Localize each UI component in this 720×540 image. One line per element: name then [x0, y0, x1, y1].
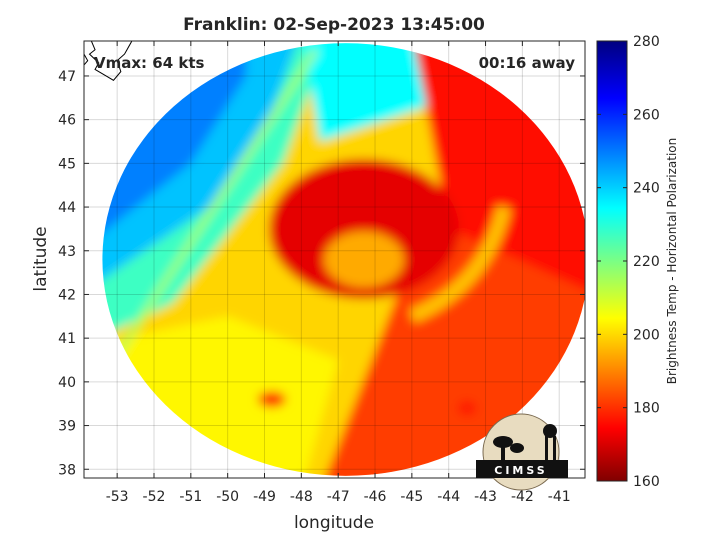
- spiral-band: [409, 205, 511, 323]
- axes-box: [83, 40, 586, 479]
- cold-core: [268, 158, 459, 299]
- x-tick-label: -52: [143, 489, 166, 505]
- x-tick-label: -48: [290, 489, 313, 505]
- vmax-annotation: Vmax: 64 kts: [94, 54, 204, 72]
- x-ticks: -53 -52 -51 -50 -49 -48 -47 -46 -45 -44 -43 -42 -41: [106, 41, 571, 505]
- coastline: [84, 41, 133, 81]
- colorbar-tick-label: 200: [633, 327, 660, 343]
- colorbar-ticks: 160 180 200 220 240 260 280: [597, 34, 660, 490]
- colorbar-tick-label: 280: [633, 34, 660, 50]
- x-tick-label: -50: [216, 489, 239, 505]
- y-tick-label: 47: [58, 69, 76, 85]
- region-north-warm: [301, 43, 427, 142]
- x-tick-label: -44: [437, 489, 460, 505]
- colorbar-tick-label: 220: [633, 254, 660, 270]
- colorbar-fill: [596, 40, 628, 482]
- colorbar-tick-label: 240: [633, 181, 660, 197]
- colorbar-tick-label: 260: [633, 107, 660, 123]
- x-tick-label: -45: [400, 489, 423, 505]
- cold-cell-southeast: [457, 400, 478, 417]
- colorbar-tick-label: 180: [633, 401, 660, 417]
- colorbar-tick-label: 160: [633, 474, 660, 490]
- y-tick-label: 42: [58, 287, 76, 303]
- x-tick-label: -53: [106, 489, 129, 505]
- y-tick-label: 44: [58, 200, 76, 216]
- cimss-logo: CIMSS: [476, 413, 568, 491]
- y-tick-label: 40: [58, 375, 76, 391]
- y-tick-label: 39: [58, 419, 76, 435]
- y-tick-label: 46: [58, 113, 76, 129]
- frontal-band: [114, 48, 319, 358]
- chart-title: Franklin: 02-Sep-2023 13:45:00: [183, 15, 485, 35]
- eye-region: [323, 231, 404, 288]
- y-axis-label: latitude: [31, 226, 51, 291]
- x-tick-label: -42: [511, 489, 534, 505]
- cimss-logo-text: CIMSS: [494, 464, 547, 477]
- time-offset-annotation: 00:16 away: [479, 54, 576, 72]
- y-tick-label: 38: [58, 462, 76, 478]
- colorbar-label: Brightness Temp - Horizontal Polarizatio…: [665, 138, 679, 385]
- y-ticks: 38 39 40 41 42 43 44 45 46 47: [58, 69, 585, 478]
- coastline-path: [84, 53, 89, 66]
- x-tick-label: -47: [327, 489, 350, 505]
- y-tick-label: 45: [58, 156, 76, 172]
- x-tick-label: -46: [364, 489, 387, 505]
- x-tick-label: -49: [253, 489, 276, 505]
- coastline-path: [88, 41, 133, 81]
- colorbar: 160 180 200 220 240 260 280 Brightness Temp - …: [596, 34, 679, 490]
- y-tick-label: 43: [58, 244, 76, 260]
- x-tick-label: -51: [179, 489, 202, 505]
- x-tick-label: -43: [474, 489, 497, 505]
- x-tick-label: -41: [548, 489, 571, 505]
- y-tick-label: 41: [58, 331, 76, 347]
- cold-cell-south: [257, 391, 286, 408]
- x-axis-label: longitude: [294, 513, 374, 533]
